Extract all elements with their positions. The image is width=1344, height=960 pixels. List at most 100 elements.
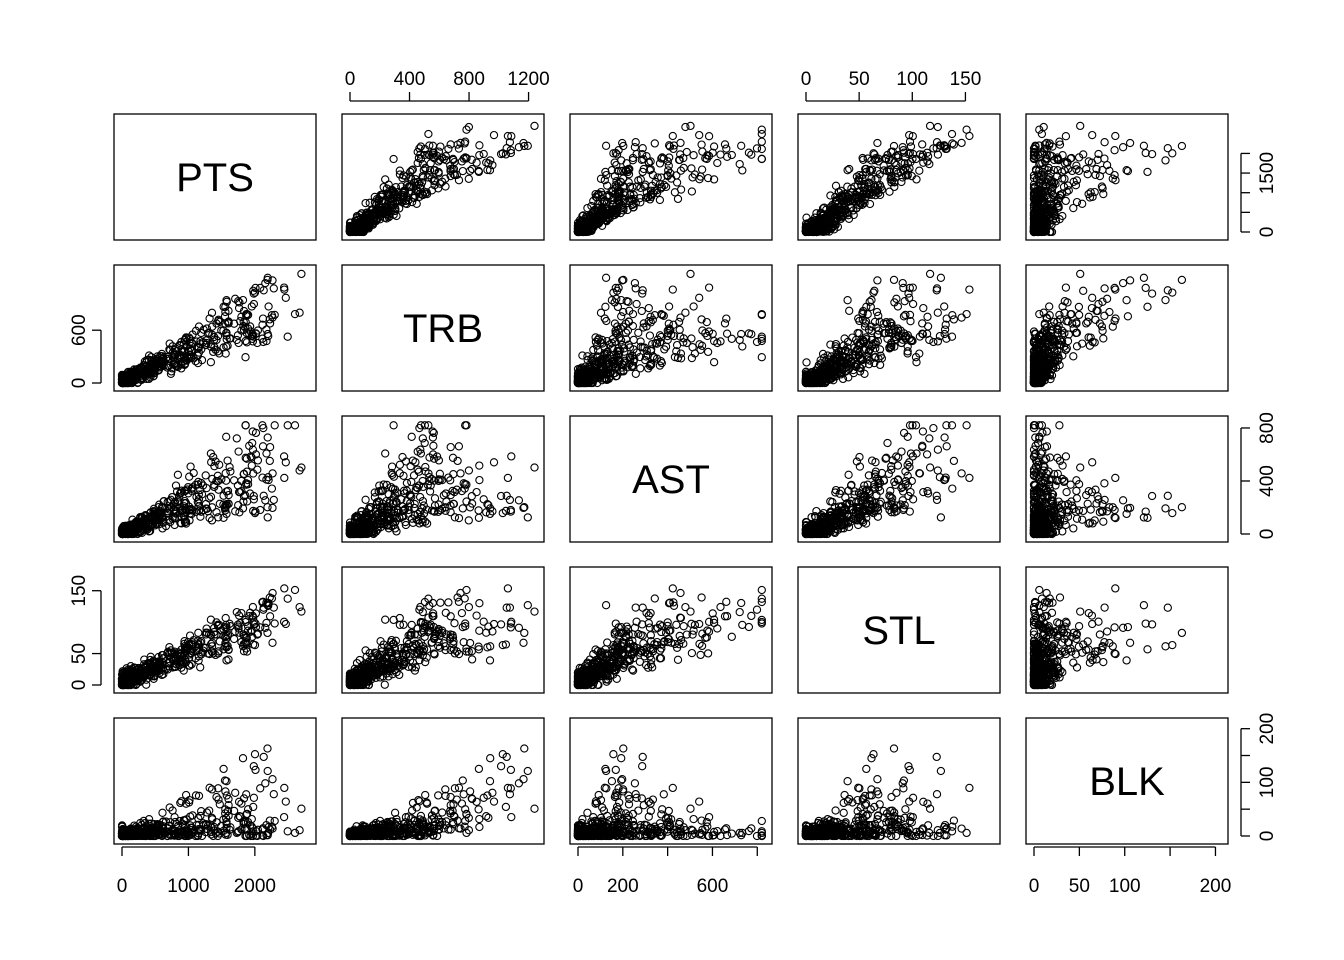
point (413, 177, 422, 187)
point (616, 186, 625, 196)
point (506, 148, 516, 158)
point (295, 308, 304, 317)
point (635, 194, 645, 203)
point (1161, 295, 1170, 305)
point (449, 470, 458, 479)
point (906, 142, 916, 151)
point (703, 347, 713, 357)
panel-frame (341, 113, 545, 241)
point (283, 332, 292, 341)
point (666, 169, 675, 178)
point (854, 314, 863, 323)
point (258, 442, 268, 451)
point (1079, 286, 1088, 295)
point (605, 191, 614, 200)
point (267, 484, 277, 493)
point (1100, 138, 1109, 147)
point (268, 469, 277, 478)
point (229, 476, 239, 485)
point (727, 150, 736, 160)
point (361, 495, 370, 504)
panel-trb-vs-blk (1025, 264, 1229, 392)
point (530, 121, 539, 131)
point (400, 186, 410, 196)
point (448, 486, 457, 496)
point (1074, 310, 1084, 320)
panel-ast-vs-trb (341, 415, 545, 543)
point (611, 148, 620, 158)
point (757, 125, 766, 134)
point (632, 299, 641, 309)
point (454, 513, 464, 523)
panel-trb-vs-trb: TRB (341, 264, 545, 392)
point (617, 312, 626, 321)
point (404, 187, 413, 196)
point (206, 358, 216, 367)
point (622, 165, 631, 175)
point (1177, 275, 1187, 285)
point (632, 182, 641, 191)
point (915, 166, 924, 175)
point (722, 144, 731, 153)
point (234, 447, 243, 456)
point (600, 196, 609, 205)
point (612, 160, 621, 170)
point (377, 206, 387, 215)
point (381, 449, 390, 458)
point (670, 188, 680, 197)
point (472, 158, 481, 167)
point (607, 166, 617, 175)
point (713, 158, 722, 168)
point (631, 369, 640, 378)
point (356, 214, 365, 223)
point (843, 296, 852, 305)
point (429, 152, 438, 161)
point (695, 175, 704, 184)
point (669, 144, 678, 154)
point (1143, 302, 1152, 311)
point (845, 306, 854, 315)
point (464, 466, 474, 475)
point (1161, 156, 1170, 165)
point (496, 149, 506, 159)
point (1143, 167, 1152, 177)
point (1091, 315, 1100, 324)
point (359, 222, 368, 232)
point (475, 475, 484, 485)
point (415, 144, 424, 153)
point (600, 176, 609, 185)
point (873, 276, 882, 285)
point (752, 144, 762, 153)
point (619, 166, 628, 175)
point (489, 458, 499, 467)
point (722, 314, 731, 323)
point (600, 314, 609, 323)
panel-pts-vs-stl (797, 113, 1001, 241)
point (420, 438, 429, 448)
point (436, 142, 445, 151)
point (676, 313, 685, 322)
point (1098, 326, 1107, 335)
point (605, 209, 615, 218)
point (1125, 276, 1135, 285)
point (232, 434, 241, 443)
point (639, 164, 648, 174)
point (367, 218, 376, 227)
point (591, 192, 601, 201)
point (965, 131, 974, 141)
point (489, 130, 499, 140)
point (413, 186, 422, 196)
point (923, 312, 932, 321)
point (669, 141, 679, 150)
point (933, 308, 942, 317)
point (623, 326, 633, 335)
point (465, 166, 475, 175)
point (802, 358, 811, 367)
point (421, 163, 430, 173)
point (638, 144, 647, 153)
point (648, 170, 658, 180)
point (1069, 203, 1078, 213)
point (453, 140, 462, 149)
point (596, 187, 606, 197)
